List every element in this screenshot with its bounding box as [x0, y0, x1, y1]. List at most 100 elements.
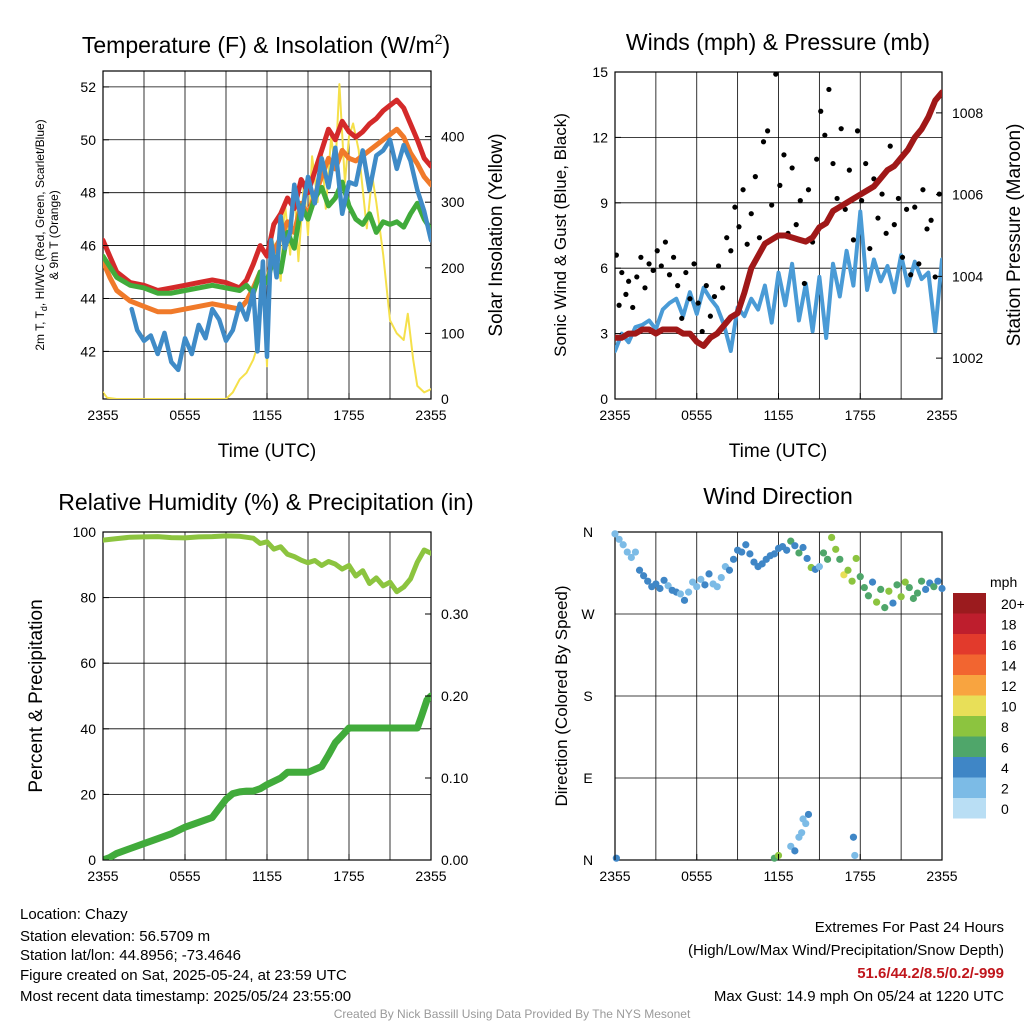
legend-swatch [953, 798, 986, 819]
y-tick-label: 0 [88, 852, 96, 868]
extremes-title: Extremes For Past 24 Hours [814, 919, 1004, 936]
gust-point [916, 261, 922, 267]
gust-point [797, 198, 803, 204]
extremes-subtitle: (High/Low/Max Wind/Precipitation/Snow De… [688, 942, 1004, 959]
y-tick-label: 44 [80, 290, 96, 306]
x-tick-label: 0555 [681, 407, 712, 423]
direction-point [623, 548, 631, 556]
gust-point [928, 217, 934, 223]
direction-point [868, 578, 877, 586]
humidity-y-label: Percent & Precipitation [26, 599, 47, 792]
direction-point [848, 577, 856, 585]
gust-point [818, 108, 824, 114]
gust-point [842, 206, 848, 212]
y-tick-label: 20 [80, 786, 96, 802]
gust-point [773, 72, 779, 77]
direction-point [893, 581, 901, 589]
gust-point [748, 211, 754, 217]
humidity-title: Relative Humidity (%) & Precipitation (i… [58, 489, 473, 515]
y-tick-label: 42 [80, 343, 96, 359]
legend-label: 14 [1001, 658, 1017, 674]
x-tick-label: 1755 [845, 868, 876, 884]
x-tick-label: 2355 [926, 407, 957, 423]
humidity-grid [103, 532, 431, 860]
gust-point [699, 328, 705, 335]
gust-point [728, 248, 734, 254]
direction-point [627, 553, 635, 562]
direction-point [856, 573, 864, 581]
direction-point [611, 530, 619, 538]
y2-tick-label: 0 [441, 391, 449, 407]
gust-point [912, 204, 918, 210]
gust-point [711, 293, 718, 300]
x-tick-label: 2355 [415, 407, 446, 423]
y-tick-label: 80 [80, 590, 96, 606]
direction-point [930, 583, 938, 591]
legend-label: 10 [1001, 699, 1017, 715]
x-tick-label: 2355 [87, 868, 118, 884]
gust-point [830, 160, 836, 167]
direction-point [804, 810, 813, 819]
legend-swatch [953, 634, 986, 655]
y-tick-label: S [583, 688, 592, 704]
gust-point [834, 195, 840, 202]
temperature-panel: Temperature (F) & Insolation (W/m2) 2355… [33, 31, 507, 462]
gust-point [875, 215, 881, 221]
gust-point [863, 160, 869, 167]
extremes-values: 51.6/44.2/8.5/0.2/-999 [857, 965, 1004, 982]
gust-point [924, 226, 930, 232]
y-tick-label: 15 [592, 64, 608, 80]
gust-point [769, 202, 775, 208]
direction-point [656, 584, 664, 593]
temperature-y2-label: Solar Insolation (Yellow) [486, 133, 507, 336]
gust-point [891, 222, 897, 228]
gust-point [752, 174, 758, 180]
gust-point [805, 187, 812, 193]
legend-swatch [953, 613, 986, 634]
y-tick-label: E [583, 770, 592, 786]
gust-point [691, 261, 697, 267]
y-tick-label: 40 [80, 721, 96, 737]
winds-panel: Winds (mph) & Pressure (mb) 2355 0555 1155… [551, 29, 1024, 462]
speed-legend-title: mph [990, 574, 1017, 590]
gust-point [879, 191, 885, 197]
y2-tick-label: 0.20 [441, 688, 468, 704]
gust-point [616, 302, 622, 308]
direction-point [913, 589, 922, 597]
direction-point [746, 550, 754, 558]
y-tick-label: 60 [80, 655, 96, 671]
y2-tick-label: 1002 [952, 350, 983, 366]
gust-point [895, 195, 902, 202]
y-tick-label: 9 [600, 195, 608, 211]
gust-point [732, 204, 738, 210]
legend-swatch [953, 777, 986, 798]
direction-point [701, 581, 709, 589]
x-tick-label: 2355 [415, 868, 446, 884]
legend-label: 4 [1001, 760, 1009, 776]
gust-point [859, 198, 865, 204]
gust-point [615, 252, 619, 258]
y2-tick-label: 1004 [952, 268, 983, 284]
direction-point [640, 572, 648, 580]
direction-point [729, 555, 738, 563]
winds-y2-label: Station Pressure (Maroon) [1004, 124, 1024, 347]
direction-point [770, 550, 779, 558]
wind_speed-line [615, 209, 942, 353]
x-tick-label: 0555 [169, 407, 200, 423]
direction-point [897, 593, 905, 601]
y2-tick-label: 0.10 [441, 770, 468, 786]
gust-point [650, 267, 656, 273]
y-tick-label: 3 [600, 326, 608, 342]
series-group [103, 533, 431, 860]
gust-point [675, 283, 681, 289]
y2-tick-label: 100 [441, 325, 465, 341]
direction-point [901, 578, 909, 586]
y2-tick-label: 1006 [952, 187, 983, 203]
direction-point [705, 570, 713, 578]
direction-point [615, 535, 623, 543]
credit-line: Created By Nick Bassill Using Data Provi… [333, 1007, 691, 1021]
direction-tick-labels: 2355 0555 1155 1755 2355 N E S W N [581, 524, 957, 884]
direction-point [860, 583, 868, 592]
direction-series [611, 530, 946, 862]
direction-point [676, 590, 685, 598]
